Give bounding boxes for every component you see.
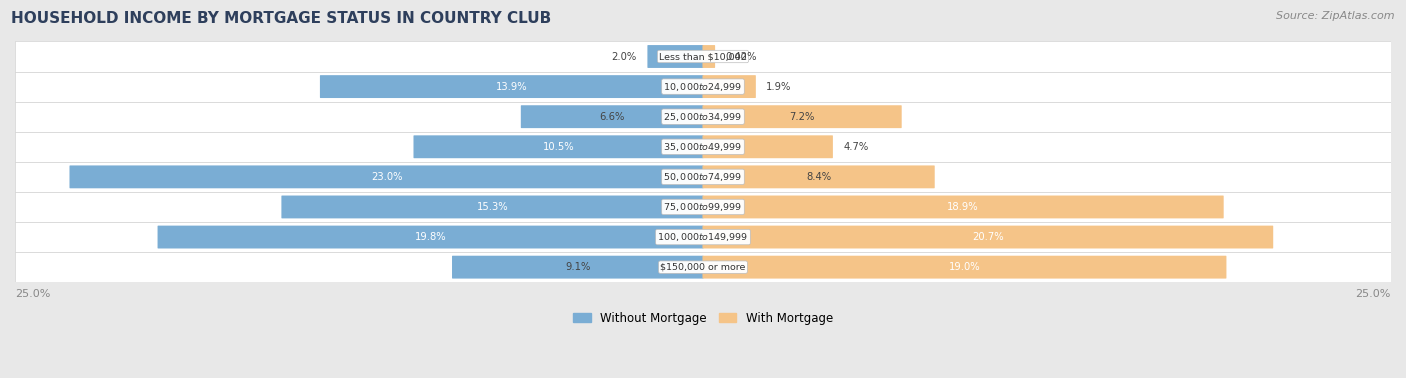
- FancyBboxPatch shape: [15, 42, 1391, 71]
- FancyBboxPatch shape: [15, 102, 1391, 132]
- Text: $150,000 or more: $150,000 or more: [661, 263, 745, 272]
- Text: 19.8%: 19.8%: [415, 232, 446, 242]
- FancyBboxPatch shape: [413, 135, 703, 158]
- Text: 13.9%: 13.9%: [496, 82, 527, 91]
- Text: $100,000 to $149,999: $100,000 to $149,999: [658, 231, 748, 243]
- Text: Less than $10,000: Less than $10,000: [659, 52, 747, 61]
- Text: HOUSEHOLD INCOME BY MORTGAGE STATUS IN COUNTRY CLUB: HOUSEHOLD INCOME BY MORTGAGE STATUS IN C…: [11, 11, 551, 26]
- Text: 7.2%: 7.2%: [789, 112, 814, 122]
- FancyBboxPatch shape: [703, 75, 756, 98]
- FancyBboxPatch shape: [703, 45, 716, 68]
- Text: $50,000 to $74,999: $50,000 to $74,999: [664, 171, 742, 183]
- Text: $35,000 to $49,999: $35,000 to $49,999: [664, 141, 742, 153]
- FancyBboxPatch shape: [281, 195, 703, 218]
- FancyBboxPatch shape: [703, 226, 1274, 248]
- Text: Source: ZipAtlas.com: Source: ZipAtlas.com: [1277, 11, 1395, 21]
- FancyBboxPatch shape: [15, 71, 1391, 102]
- FancyBboxPatch shape: [703, 256, 1226, 279]
- Text: 10.5%: 10.5%: [543, 142, 574, 152]
- Text: 6.6%: 6.6%: [599, 112, 624, 122]
- FancyBboxPatch shape: [520, 105, 703, 128]
- Text: 18.9%: 18.9%: [948, 202, 979, 212]
- Text: $10,000 to $24,999: $10,000 to $24,999: [664, 81, 742, 93]
- Text: 25.0%: 25.0%: [1355, 289, 1391, 299]
- Text: 9.1%: 9.1%: [565, 262, 591, 272]
- Text: 19.0%: 19.0%: [949, 262, 980, 272]
- FancyBboxPatch shape: [15, 222, 1391, 252]
- Text: 8.4%: 8.4%: [806, 172, 831, 182]
- FancyBboxPatch shape: [15, 252, 1391, 282]
- FancyBboxPatch shape: [703, 105, 901, 128]
- FancyBboxPatch shape: [647, 45, 703, 68]
- Text: 1.9%: 1.9%: [766, 82, 792, 91]
- FancyBboxPatch shape: [69, 166, 703, 188]
- FancyBboxPatch shape: [15, 132, 1391, 162]
- Legend: Without Mortgage, With Mortgage: Without Mortgage, With Mortgage: [568, 307, 838, 329]
- Text: $75,000 to $99,999: $75,000 to $99,999: [664, 201, 742, 213]
- FancyBboxPatch shape: [703, 166, 935, 188]
- Text: 23.0%: 23.0%: [371, 172, 402, 182]
- Text: 0.42%: 0.42%: [725, 51, 756, 62]
- Text: 4.7%: 4.7%: [844, 142, 869, 152]
- FancyBboxPatch shape: [321, 75, 703, 98]
- FancyBboxPatch shape: [703, 135, 832, 158]
- FancyBboxPatch shape: [451, 256, 703, 279]
- FancyBboxPatch shape: [15, 162, 1391, 192]
- Text: $25,000 to $34,999: $25,000 to $34,999: [664, 111, 742, 123]
- FancyBboxPatch shape: [703, 195, 1223, 218]
- FancyBboxPatch shape: [157, 226, 703, 248]
- Text: 2.0%: 2.0%: [612, 51, 637, 62]
- FancyBboxPatch shape: [15, 192, 1391, 222]
- Text: 20.7%: 20.7%: [972, 232, 1004, 242]
- Text: 15.3%: 15.3%: [477, 202, 509, 212]
- Text: 25.0%: 25.0%: [15, 289, 51, 299]
